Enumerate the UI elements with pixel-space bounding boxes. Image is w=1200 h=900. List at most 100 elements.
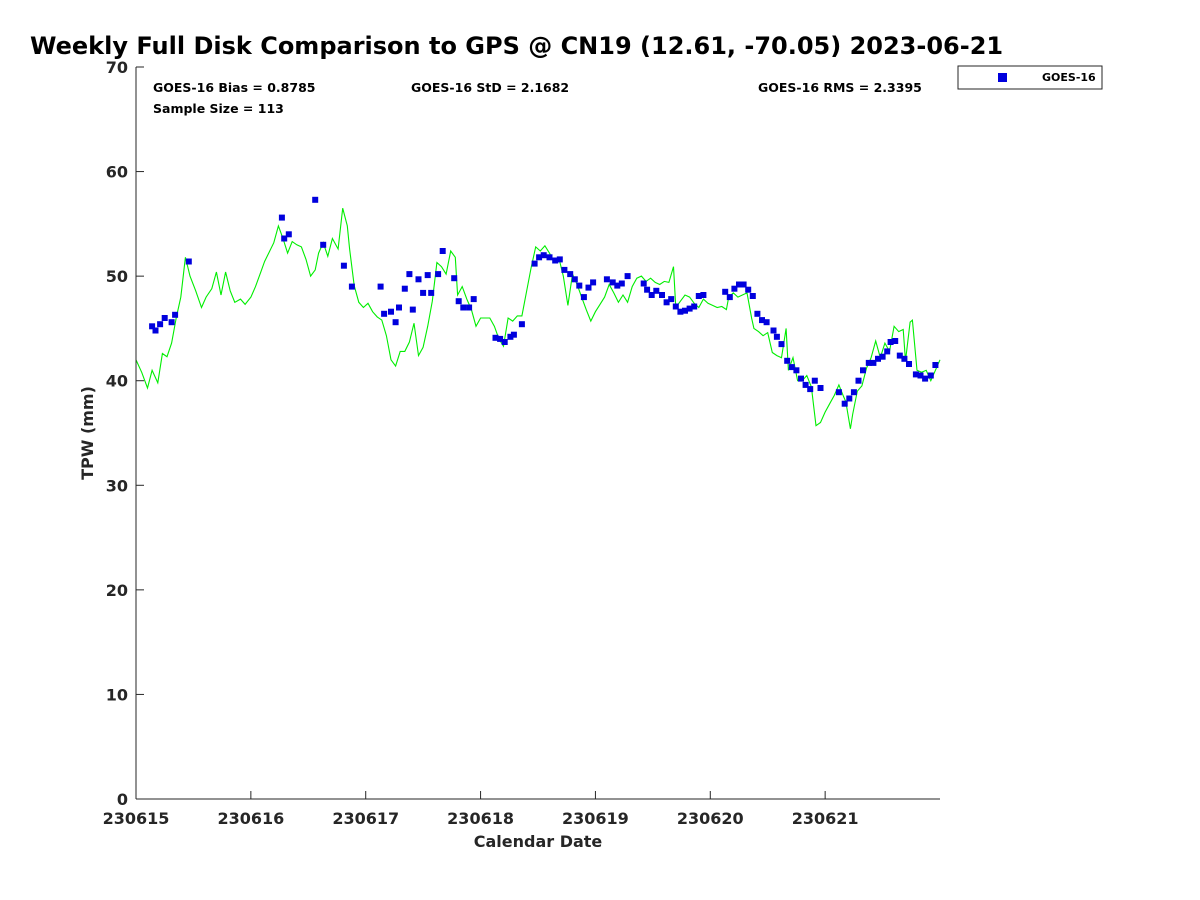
goes-16-point-47 — [571, 276, 578, 283]
goes-16-point-19 — [401, 285, 408, 292]
x-tick-label-3: 230618 — [447, 809, 514, 828]
goes-16-point-45 — [561, 266, 568, 273]
goes-16-point-95 — [850, 389, 857, 396]
goes-16-point-105 — [896, 352, 903, 359]
y-tick-label-5: 50 — [106, 267, 128, 286]
goes-16-point-76 — [745, 286, 752, 293]
goes-16-point-73 — [731, 285, 738, 292]
goes-16-point-10 — [312, 196, 319, 203]
goes-16-point-54 — [614, 282, 621, 289]
goes-16-point-6 — [185, 258, 192, 265]
goes-16-point-37 — [510, 331, 517, 338]
goes-16-point-92 — [835, 389, 842, 396]
goes-16-point-41 — [540, 252, 547, 259]
goes-16-point-13 — [348, 283, 355, 290]
goes-16-point-57 — [640, 280, 647, 287]
goes-16-point-21 — [409, 306, 416, 313]
goes-16-point-20 — [406, 271, 413, 278]
goes-16-point-16 — [388, 308, 394, 315]
gps-line — [135, 208, 941, 429]
goes-16-point-100 — [875, 355, 881, 362]
goes-16-point-81 — [770, 327, 777, 334]
goes-16-point-102 — [884, 348, 891, 355]
goes-16-point-25 — [428, 289, 435, 296]
goes-16-point-60 — [653, 287, 660, 294]
goes-16-point-69 — [695, 293, 702, 299]
goes-16-point-53 — [609, 279, 616, 286]
rms-stat: GOES-16 RMS = 2.3395 — [758, 80, 922, 95]
goes-16-point-24 — [424, 272, 431, 279]
goes-16-point-22 — [415, 276, 422, 283]
goes-16-point-58 — [644, 286, 651, 293]
goes-16-point-61 — [659, 292, 665, 298]
goes-16-point-77 — [749, 293, 756, 299]
legend-box — [957, 65, 1103, 90]
goes-16-point-64 — [672, 303, 679, 310]
goes-16-point-90 — [811, 377, 818, 384]
goes-16-point-110 — [922, 375, 929, 382]
x-tick-label-6: 230621 — [792, 809, 859, 828]
goes-16-point-17 — [392, 319, 399, 326]
goes-16-point-66 — [682, 307, 688, 314]
goes-16-point-34 — [497, 335, 504, 342]
x-axis-label: Calendar Date — [474, 832, 603, 851]
goes-16-point-65 — [677, 308, 684, 315]
goes-16-point-107 — [906, 361, 912, 367]
goes-16-point-103 — [887, 339, 894, 345]
x-tick-label-2: 230617 — [332, 809, 399, 828]
goes-16-point-38 — [518, 321, 525, 328]
goes-16-point-33 — [492, 334, 499, 341]
goes-16-point-2 — [157, 321, 164, 328]
goes-16-point-88 — [802, 381, 809, 388]
goes-16-point-59 — [648, 292, 655, 298]
x-tick-label-0: 230615 — [103, 809, 170, 828]
x-tick-label-5: 230620 — [677, 809, 744, 828]
goes-16-point-3 — [161, 315, 168, 321]
legend-marker-goes-16 — [998, 73, 1007, 82]
y-tick-label-7: 70 — [106, 58, 128, 77]
goes-16-point-112 — [932, 362, 939, 368]
goes-16-point-28 — [451, 275, 458, 282]
goes-16-point-50 — [585, 284, 592, 291]
goes-16-point-31 — [466, 304, 473, 311]
goes-16-point-29 — [455, 298, 462, 305]
goes-16-point-101 — [879, 353, 886, 360]
goes-16-point-72 — [726, 294, 733, 301]
goes-16-series — [149, 196, 939, 407]
goes-16-point-23 — [420, 289, 427, 296]
goes-16-point-27 — [439, 248, 446, 254]
goes-16-point-68 — [691, 303, 698, 310]
chart-title: Weekly Full Disk Comparison to GPS @ CN1… — [30, 32, 1003, 60]
goes-16-point-44 — [556, 256, 563, 263]
goes-16-point-111 — [927, 372, 934, 379]
goes-16-point-83 — [778, 341, 785, 348]
goes-16-point-98 — [865, 359, 872, 366]
goes-16-point-4 — [168, 319, 175, 326]
goes-16-point-104 — [892, 338, 899, 344]
goes-16-point-0 — [149, 323, 156, 330]
goes-16-point-42 — [546, 254, 553, 261]
y-tick-label-1: 10 — [106, 685, 128, 704]
sample-size-stat: Sample Size = 113 — [153, 101, 284, 116]
bias-stat: GOES-16 Bias = 0.8785 — [153, 80, 315, 95]
goes-16-point-79 — [759, 317, 765, 324]
goes-16-point-93 — [841, 400, 848, 407]
goes-16-point-109 — [917, 372, 924, 379]
goes-16-point-36 — [507, 333, 514, 340]
goes-16-point-7 — [278, 214, 285, 221]
goes-16-point-94 — [846, 395, 853, 402]
goes-16-point-80 — [763, 319, 770, 326]
x-tick-label-1: 230616 — [217, 809, 284, 828]
x-axis-ticks: 230615 230616 230617 230618 230619 230620 2306… — [103, 791, 859, 828]
goes-16-point-32 — [470, 296, 477, 303]
goes-16-point-71 — [722, 288, 729, 295]
goes-16-point-35 — [501, 339, 508, 345]
plot-area — [136, 67, 940, 799]
y-tick-label-6: 60 — [106, 163, 128, 182]
goes-16-point-18 — [396, 304, 402, 311]
goes-16-point-63 — [668, 296, 675, 303]
goes-16-point-96 — [855, 377, 862, 384]
goes-16-point-85 — [788, 364, 795, 371]
goes-16-point-51 — [590, 279, 597, 286]
